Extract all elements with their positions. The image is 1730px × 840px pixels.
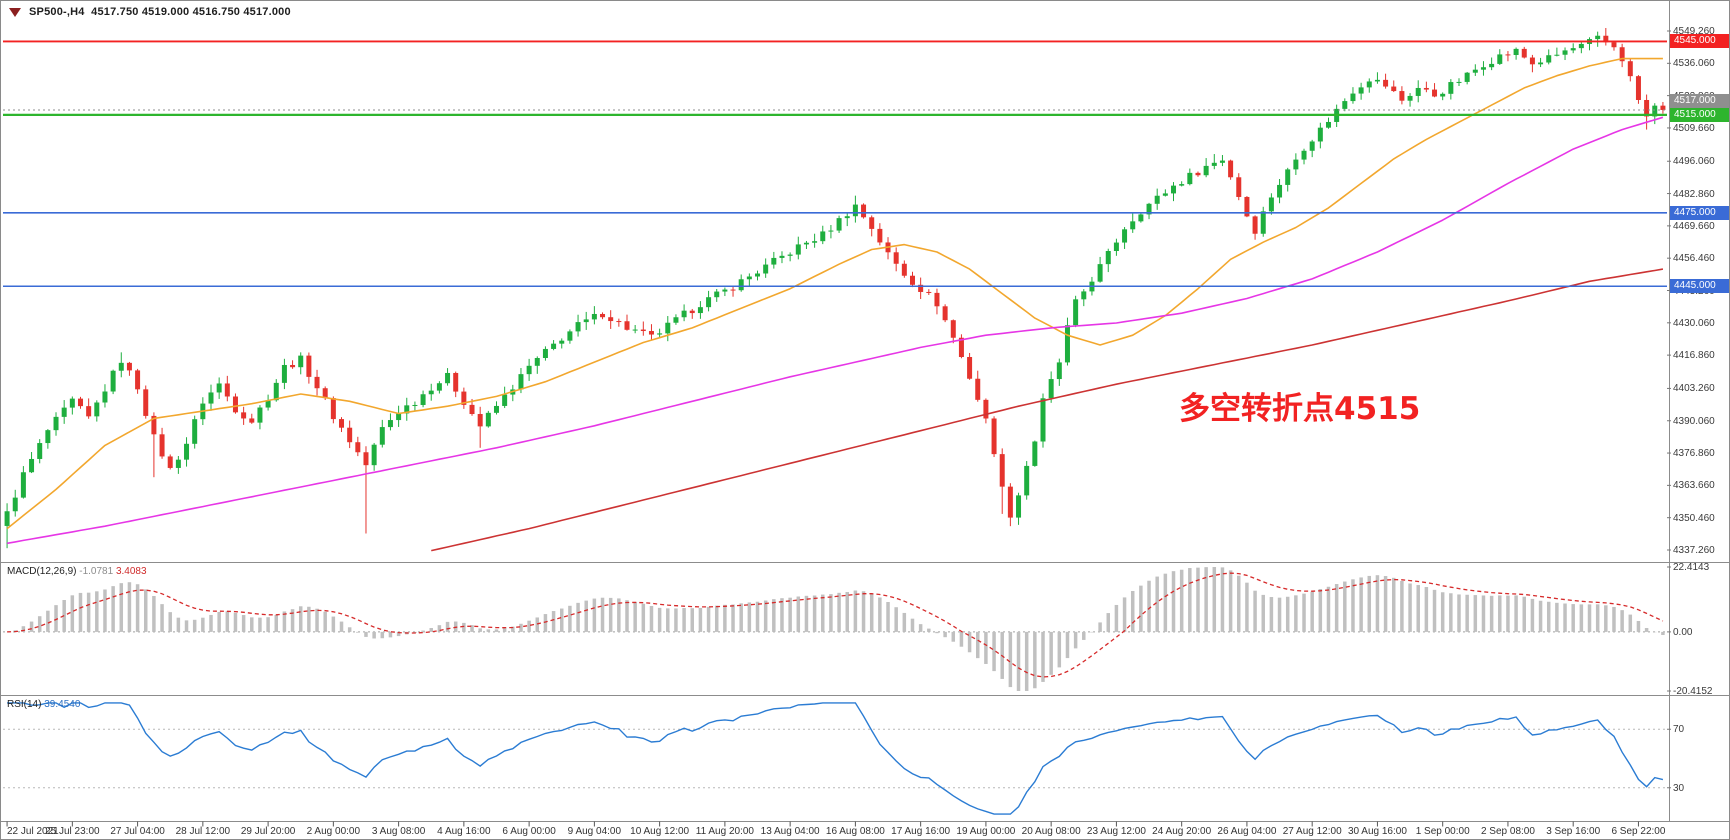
macd-signal-line: [7, 572, 1664, 678]
price-line-badge-4515.000: 4515.000: [1670, 107, 1729, 122]
time-tick-label: 24 Aug 20:00: [1152, 826, 1212, 837]
time-tick-label: 28 Jul 12:00: [175, 826, 231, 837]
price-tick-marks: [1667, 30, 1671, 789]
price-line-badge-4445.000: 4445.000: [1670, 279, 1729, 294]
time-tick-label: 2 Aug 00:00: [306, 826, 361, 837]
ma-slow-red: [431, 268, 1664, 552]
time-tick-marks: [6, 821, 1639, 827]
time-tick-label: 1 Sep 00:00: [1415, 826, 1470, 837]
time-axis[interactable]: 22 Jul 2021 25 Jul 23:00 27 Jul 04:00 28 Ju…: [1, 824, 1729, 839]
time-tick-label: 26 Aug 04:00: [1217, 826, 1277, 837]
symbol-period-label: SP500-,H4: [29, 6, 85, 18]
time-tick-label: 25 Jul 23:00: [45, 826, 100, 837]
time-tick-label: 11 Aug 20:00: [695, 826, 754, 837]
ohlc-values-label: 4517.750 4519.000 4516.750 4517.000: [91, 6, 291, 18]
rsi-name: RSI(14): [7, 699, 42, 710]
candlestick-series[interactable]: [4, 27, 1666, 549]
time-tick-label: 27 Jul 04:00: [110, 826, 165, 837]
price-tick-label: 4549.260: [1673, 26, 1715, 37]
time-tick-label: 3 Sep 16:00: [1546, 826, 1601, 837]
macd-tick-label: 0.00: [1673, 626, 1693, 638]
ma-mid-magenta: [6, 116, 1664, 545]
time-tick-label: 9 Aug 04:00: [567, 826, 622, 837]
price-tick-label: 4390.060: [1673, 415, 1715, 427]
time-tick-label: 16 Aug 08:00: [825, 826, 885, 837]
price-line-badge-4475.000: 4475.000: [1670, 205, 1729, 220]
panel-dividers: [1, 1, 1729, 822]
time-tick-label: 17 Aug 16:00: [891, 826, 951, 837]
price-tick-label: 4430.060: [1673, 317, 1715, 329]
chart-title-row: SP500-,H4 4517.750 4519.000 4516.750 451…: [9, 6, 291, 18]
price-axis[interactable]: 4549.2604536.0604522.8604509.6604496.060…: [1670, 1, 1729, 823]
ma-fast-orange: [6, 57, 1663, 530]
time-tick-label: 20 Aug 08:00: [1021, 826, 1081, 837]
price-tick-label: 4536.060: [1673, 58, 1715, 70]
time-tick-label: 22 Jul 2021: [7, 826, 59, 837]
time-tick-label: 19 Aug 00:00: [956, 826, 1016, 837]
horizontal-price-lines[interactable]: [3, 40, 1667, 288]
time-tick-label: 2 Sep 08:00: [1480, 826, 1535, 837]
time-tick-label: 29 Jul 20:00: [240, 826, 296, 837]
time-tick-label: 30 Aug 16:00: [1347, 826, 1407, 837]
macd-main-value: -1.0781: [79, 566, 114, 577]
macd-tick-label: -20.4152: [1673, 686, 1713, 697]
time-tick-label: 6 Sep 22:00: [1611, 826, 1666, 837]
price-tick-label: 4482.860: [1673, 188, 1715, 200]
time-tick-label: 4 Aug 16:00: [437, 826, 491, 837]
macd-tick-label: 22.4143: [1673, 562, 1710, 573]
price-tick-label: 4496.060: [1673, 156, 1715, 168]
time-tick-label: 3 Aug 08:00: [371, 826, 426, 837]
rsi-tick-label: 70: [1673, 724, 1685, 736]
price-tick-label: 4403.260: [1673, 383, 1715, 395]
time-tick-label: 27 Aug 12:00: [1282, 826, 1342, 837]
price-line-badge-4545.000: 4545.000: [1670, 34, 1729, 49]
macd-name: MACD(12,26,9): [7, 566, 77, 577]
price-tick-label: 4376.860: [1673, 448, 1715, 460]
price-tick-label: 4509.660: [1673, 122, 1715, 134]
price-tick-label: 4363.660: [1673, 480, 1715, 492]
rsi-value: 39.4540: [44, 699, 81, 710]
chart-dropdown-icon[interactable]: [9, 7, 21, 17]
rsi-line: [7, 702, 1664, 815]
macd-signal-value: 3.4083: [115, 566, 147, 577]
price-tick-label: 4337.260: [1673, 545, 1715, 556]
time-tick-label: 13 Aug 04:00: [760, 826, 820, 837]
rsi-tick-label: 30: [1673, 782, 1685, 794]
price-tick-label: 4469.660: [1673, 220, 1715, 232]
macd-indicator-label: MACD(12,26,9) -1.0781 3.4083: [7, 566, 147, 577]
price-tick-label: 4350.460: [1673, 512, 1715, 524]
current-price-badge: 4517.000: [1670, 93, 1729, 108]
time-tick-label: 23 Aug 12:00: [1086, 826, 1146, 837]
time-tick-label: 6 Aug 00:00: [502, 826, 556, 837]
price-tick-label: 4456.460: [1673, 253, 1715, 265]
symbol-title: SP500-,H4 4517.750 4519.000 4516.750 451…: [29, 6, 291, 18]
price-tick-label: 4416.860: [1673, 350, 1715, 362]
time-tick-label: 10 Aug 12:00: [630, 826, 690, 837]
price-annotation-text: 多空转折点4515: [1179, 391, 1421, 427]
macd-histogram: [13, 567, 1665, 691]
rsi-indicator-label: RSI(14) 39.4540: [7, 699, 80, 710]
